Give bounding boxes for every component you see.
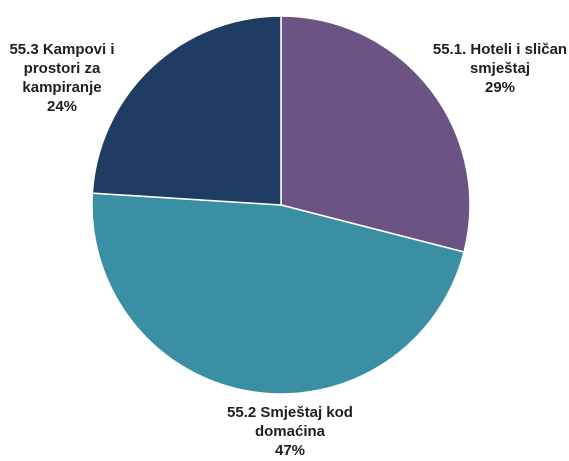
pie-label-percent: 24% [47,98,77,115]
pie-label-1: 55.1. Hoteli i sličan smještaj 29% [433,41,567,96]
pie-label-3: 55.3 Kampovi i prostori za kampiranje 24% [9,41,114,115]
pie-label-name-line: smještaj [470,60,530,77]
pie-label-name-line: 55.2 Smještaj kod [227,404,353,421]
pie-label-name-line: prostori za [24,60,101,77]
pie-label-2: 55.2 Smještaj kod domaćina 47% [227,404,353,459]
pie-slice-2 [91,192,465,395]
pie-label-name-line: kampiranje [22,79,101,96]
pie-slice-1 [280,15,471,253]
pie-slice-3 [91,15,282,206]
pie-label-percent: 47% [275,442,305,459]
pie-slices [91,15,471,395]
pie-label-name-line: 55.3 Kampovi i [9,41,114,58]
pie-label-percent: 29% [485,79,515,96]
pie-label-name-line: domaćina [255,423,326,440]
pie-label-name-line: 55.1. Hoteli i sličan [433,41,567,58]
pie-labels: 55.1. Hoteli i sličan smještaj 29% 55.2 Smj… [9,41,567,459]
